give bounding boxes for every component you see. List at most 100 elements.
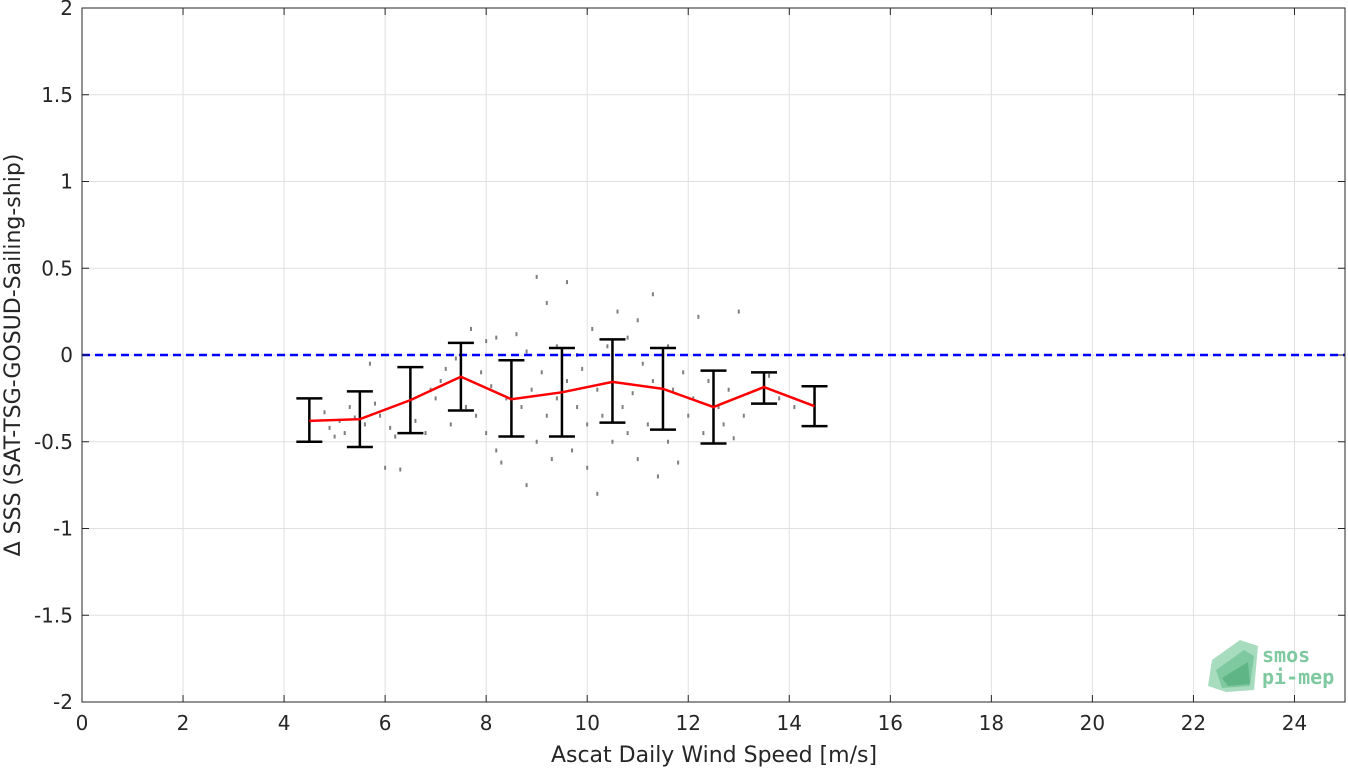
scatter-point: [384, 465, 387, 470]
scatter-point: [505, 396, 508, 401]
scatter-point: [601, 413, 604, 418]
scatter-point: [656, 474, 659, 479]
scatter-point: [530, 387, 533, 392]
y-tick-label: -1: [53, 517, 73, 541]
scatter-point: [343, 431, 346, 436]
scatter-point: [485, 339, 488, 344]
scatter-point: [677, 460, 680, 465]
scatter-point: [485, 431, 488, 436]
x-tick-label: 10: [574, 711, 599, 735]
scatter-point: [555, 344, 558, 349]
scatter-point: [444, 366, 447, 371]
y-tick-label: 1: [60, 170, 73, 194]
scatter-point: [768, 373, 771, 378]
scatter-point: [611, 439, 614, 444]
x-tick-label: 24: [1282, 711, 1307, 735]
scatter-point: [732, 436, 735, 441]
scatter-point: [667, 439, 670, 444]
scatter-point: [646, 422, 649, 427]
scatter-point: [540, 370, 543, 375]
scatter-point: [525, 483, 528, 488]
scatter-point: [535, 274, 538, 279]
scatter-point: [495, 335, 498, 340]
scatter-point: [596, 387, 599, 392]
scatter-point: [596, 491, 599, 496]
scatter-point: [454, 356, 457, 361]
scatter-point: [490, 384, 493, 389]
x-tick-label: 8: [480, 711, 493, 735]
scatter-point: [515, 332, 518, 337]
scatter-point: [737, 309, 740, 314]
scatter-point: [470, 326, 473, 331]
x-tick-label: 22: [1181, 711, 1206, 735]
scatter-point: [394, 434, 397, 439]
scatter-point: [550, 457, 553, 462]
scatter-point: [555, 396, 558, 401]
scatter-point: [687, 413, 690, 418]
svg-text:smos: smos: [1262, 643, 1310, 667]
scatter-point: [581, 366, 584, 371]
scatter-point: [353, 415, 356, 420]
scatter-point: [363, 422, 366, 427]
x-axis-ticks: 0 2 4 6 8 10 12 14 16 18 20 22 24: [76, 8, 1307, 735]
scatter-point: [565, 280, 568, 285]
y-tick-label: 0: [60, 343, 73, 367]
x-tick-label: 14: [777, 711, 802, 735]
scatter-point: [727, 387, 730, 392]
scatter-point: [667, 344, 670, 349]
scatter-point: [480, 370, 483, 375]
scatter-point: [525, 349, 528, 354]
y-tick-label: -0.5: [34, 430, 73, 454]
scatter-point: [586, 422, 589, 427]
scatter-point: [722, 422, 725, 427]
scatter-point: [475, 413, 478, 418]
scatter-point: [742, 413, 745, 418]
y-tick-label: -1.5: [34, 603, 73, 627]
binned-mean-line: [309, 375, 815, 423]
scatter-point: [333, 434, 336, 439]
scatter-point: [702, 431, 705, 436]
scatter-point: [368, 361, 371, 366]
scatter-point: [495, 448, 498, 453]
scatter-point: [682, 370, 685, 375]
scatter-point: [651, 379, 654, 384]
scatter-point: [636, 318, 639, 323]
scatter-point: [424, 431, 427, 436]
scatter-point: [389, 425, 392, 430]
scatter-point: [434, 396, 437, 401]
scatter-point: [707, 379, 710, 384]
y-tick-label: -2: [53, 690, 73, 714]
scatter-point: [778, 396, 781, 401]
scatter-point: [399, 467, 402, 472]
scatter-point: [535, 439, 538, 444]
y-tick-label: 1.5: [41, 83, 73, 107]
scatter-point: [616, 309, 619, 314]
scatter-point: [449, 422, 452, 427]
scatter-point: [591, 326, 594, 331]
smos-pimep-logo: smos pi-mep: [1208, 640, 1334, 692]
x-tick-label: 16: [878, 711, 903, 735]
scatter-point: [565, 379, 568, 384]
x-tick-label: 4: [278, 711, 291, 735]
scatter-point: [571, 448, 574, 453]
scatter-point: [692, 396, 695, 401]
scatter-point: [348, 405, 351, 410]
y-axis-ticks: -2 -1.5 -1 -0.5 0 0.5 1 1.5 2: [34, 0, 1345, 714]
x-tick-label: 6: [379, 711, 392, 735]
scatter-point: [626, 431, 629, 436]
scatter-point: [636, 457, 639, 462]
scatter-point: [576, 405, 579, 410]
scatter-point: [672, 387, 675, 392]
scatter-point: [621, 405, 624, 410]
scatter-point: [374, 401, 377, 406]
y-tick-label: 0.5: [41, 256, 73, 280]
scatter-point: [545, 300, 548, 305]
scatter-point: [631, 391, 634, 396]
scatter-point: [439, 379, 442, 384]
x-axis-label: Ascat Daily Wind Speed [m/s]: [551, 743, 877, 768]
scatter-point: [626, 335, 629, 340]
scatter-point: [414, 418, 417, 423]
scatter-point: [606, 344, 609, 349]
scatter-point: [641, 361, 644, 366]
